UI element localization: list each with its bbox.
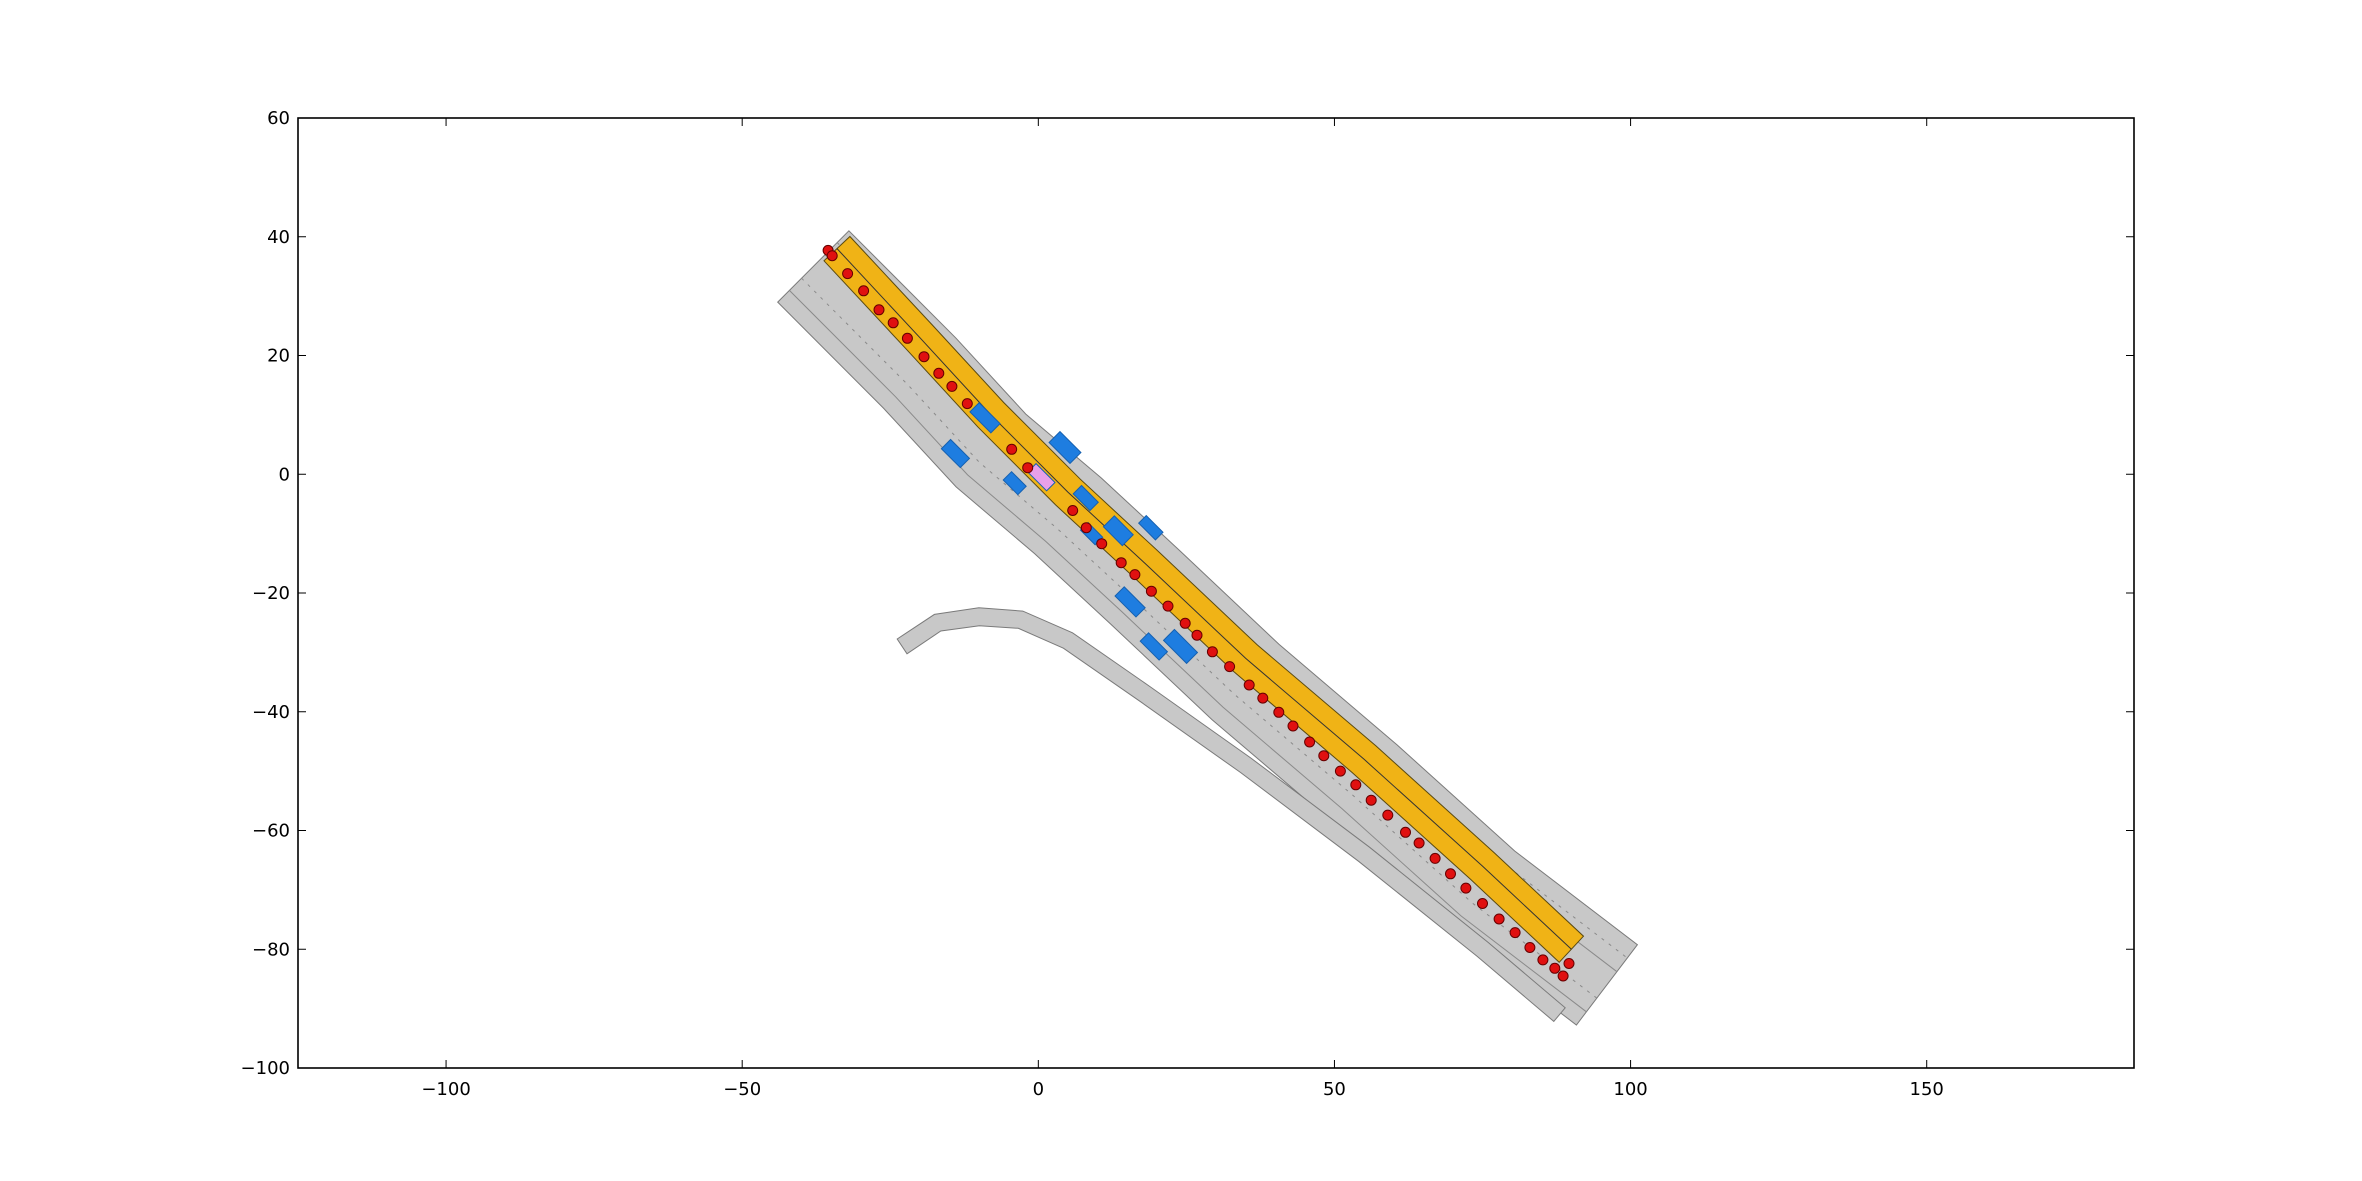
- waypoint: [1162, 600, 1174, 612]
- waypoint: [1318, 750, 1330, 762]
- waypoint: [1350, 779, 1362, 791]
- vehicle-box: [1072, 484, 1099, 512]
- waypoint: [1145, 585, 1157, 597]
- waypoint: [1549, 962, 1561, 974]
- waypoint: [918, 351, 930, 363]
- waypoint: [1080, 522, 1092, 534]
- waypoint: [1382, 809, 1394, 821]
- waypoint: [1460, 882, 1472, 894]
- x-axis-ticks: −100 −50 0 50 100 150: [421, 118, 1944, 1100]
- waypoint: [1224, 661, 1236, 673]
- y-tick-label: −60: [252, 821, 290, 842]
- waypoint: [946, 380, 958, 392]
- x-tick-label: −100: [421, 1079, 470, 1100]
- waypoint: [1557, 970, 1569, 982]
- waypoint: [1006, 443, 1018, 455]
- y-tick-label: −80: [252, 939, 290, 960]
- waypoint: [1537, 954, 1549, 966]
- waypoint: [1022, 462, 1034, 474]
- vehicle-layer: [940, 402, 1199, 665]
- waypoint: [1493, 913, 1505, 925]
- waypoint: [1477, 898, 1488, 909]
- x-tick-label: 50: [1323, 1079, 1346, 1100]
- vehicle-box: [969, 402, 1001, 434]
- y-tick-label: −100: [241, 1058, 290, 1079]
- waypoint: [1067, 505, 1079, 516]
- y-tick-label: 60: [267, 108, 290, 129]
- y-tick-label: −20: [252, 583, 290, 604]
- waypoint: [1563, 958, 1575, 969]
- waypoint: [1365, 794, 1377, 806]
- waypoint: [858, 285, 870, 297]
- waypoint: [1445, 868, 1456, 880]
- waypoint: [933, 367, 945, 379]
- waypoint: [1400, 826, 1411, 838]
- waypoint: [1096, 538, 1108, 550]
- vehicle-box: [1114, 586, 1146, 618]
- waypoint: [1509, 927, 1521, 939]
- waypoint: [887, 317, 899, 329]
- waypoint: [1179, 617, 1191, 629]
- waypoint: [873, 304, 885, 316]
- vehicle-box: [1139, 632, 1169, 661]
- waypoint: [961, 398, 973, 410]
- waypoint: [1115, 557, 1127, 569]
- x-tick-label: −50: [723, 1079, 761, 1100]
- waypoint: [1429, 852, 1441, 864]
- waypoint: [1206, 646, 1218, 658]
- waypoint: [842, 268, 854, 280]
- vehicle-box: [1162, 628, 1199, 665]
- waypoint: [1304, 736, 1316, 748]
- vehicle-box: [1102, 515, 1134, 547]
- y-axis-ticks: 60 40 20 0 −20 −40 −60 −80 −100: [241, 108, 2134, 1079]
- waypoint: [1334, 765, 1346, 777]
- waypoint: [901, 332, 913, 344]
- x-tick-label: 100: [1613, 1079, 1647, 1100]
- waypoint: [1257, 692, 1269, 704]
- lane-divider: [789, 290, 1587, 1013]
- ramp-road: [896, 607, 1566, 1023]
- x-tick-label: 0: [1033, 1079, 1044, 1100]
- y-tick-label: 20: [267, 346, 290, 367]
- vehicle-box: [1048, 430, 1082, 465]
- vehicle-box: [1002, 470, 1027, 496]
- waypoint: [1413, 837, 1425, 849]
- y-tick-label: 0: [279, 464, 290, 485]
- waypoint-layer: [822, 244, 1575, 982]
- waypoint: [1243, 679, 1255, 691]
- waypoint: [1273, 706, 1285, 718]
- route-centerline: [836, 248, 1572, 950]
- x-tick-label: 150: [1910, 1079, 1944, 1100]
- waypoint: [1524, 942, 1536, 953]
- y-tick-label: −40: [252, 702, 290, 723]
- route-layer: [823, 235, 1585, 964]
- route-lane: [823, 235, 1585, 964]
- waypoint: [1287, 720, 1299, 732]
- waypoint: [1191, 629, 1203, 641]
- vehicle-box: [940, 438, 971, 469]
- waypoint: [826, 250, 838, 262]
- vehicle-box: [1137, 514, 1164, 541]
- waypoint: [1129, 569, 1141, 581]
- y-tick-label: 40: [267, 227, 290, 248]
